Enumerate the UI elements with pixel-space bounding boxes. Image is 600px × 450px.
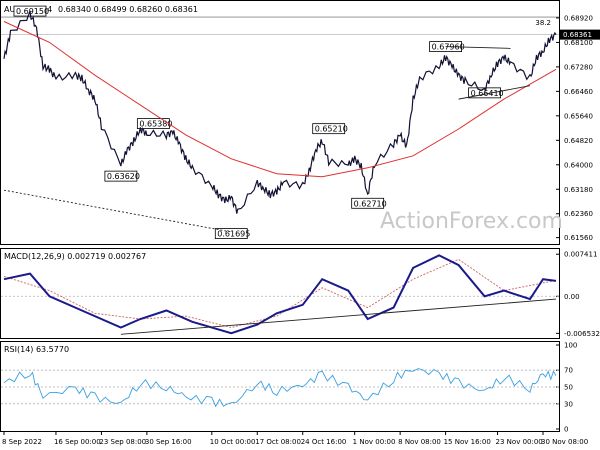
x-tick-label: 10 Oct 00:00 [210,438,256,446]
price-panel: AUDUSD,H4 0.68340 0.68499 0.68260 0.6836… [0,0,600,245]
current-price-box: 0.68361 [560,29,600,40]
price-y-axis: 0.68920 0.68100 0.67280 0.66460 0.65640 0.648… [556,14,593,242]
y-tick-label: 70 [564,367,573,375]
price-label-box [351,197,385,209]
y-tick-label: 0.64000 [564,161,593,169]
trendline [445,46,511,49]
price-label: 0.63620 [107,172,140,181]
rsi-panel-title: RSI(14) 63.5770 [4,345,69,354]
y-tick-label: 0.68920 [564,14,593,22]
y-tick-label: 0.66460 [564,88,593,96]
y-tick-label: 0.65640 [564,112,593,120]
rsi-y-axis: 100 70 50 30 0 [1,342,577,434]
x-tick-label: 24 Oct 16:00 [301,438,347,446]
x-tick-label: 23 Sep 08:00 [99,438,146,446]
rsi-series [3,368,557,408]
y-tick-label: 0.67280 [564,63,593,71]
macd-series [3,254,557,335]
price-series [1,10,559,233]
moving-average-line [3,21,557,178]
x-tick-label: 30 Nov 08:00 [541,438,588,446]
x-tick-label: 16 Sep 00:00 [54,438,101,446]
macd-panel-title: MACD(12,26,9) 0.002719 0.002767 [4,252,146,261]
ohlc-values: 0.68340 0.68499 0.68260 0.68361 [58,5,198,14]
watermark: ActionForex.com [380,209,563,234]
price-label: 0.65380 [139,120,172,129]
macd-y-axis: 0.007411 0.00 -0.006532 [1,251,600,338]
price-label: 0.65210 [315,125,348,134]
y-tick-label: 0.63180 [564,186,593,194]
trendline [458,85,531,100]
macd-panel: MACD(12,26,9) 0.002719 0.002767 0.007411… [0,248,600,339]
y-tick-label: 0.68100 [564,39,593,47]
fib-level-label: 38.2 [535,19,551,27]
y-tick-label: 30 [564,400,573,408]
price-label-box [312,123,346,135]
y-tick-label: 50 [564,384,573,392]
current-price-label: 0.68361 [563,31,592,39]
y-tick-label: -0.006532 [564,330,600,338]
price-label: 0.61695 [217,230,250,239]
price-label: 0.62710 [354,199,387,208]
y-tick-label: 0.62360 [564,210,593,218]
x-tick-label: 8 Nov 08:00 [398,438,441,446]
y-tick-label: 0.64820 [564,137,593,145]
y-tick-label: 0.61560 [564,234,593,242]
x-tick-label: 23 Nov 00:00 [496,438,543,446]
macd-signal-line [3,258,557,328]
x-tick-label: 8 Sep 2022 [2,438,42,446]
y-tick-label: 100 [564,342,577,350]
x-tick-label: 1 Nov 00:00 [353,438,396,446]
macd-line [3,254,557,335]
macd-trendline [120,298,557,335]
price-label-box [214,228,248,239]
rsi-line [3,368,557,408]
y-tick-label: 0.007411 [564,251,597,259]
trendline [3,189,232,233]
y-tick-label: 0 [564,426,568,434]
price-label: 0.69150 [16,7,49,16]
price-line [3,10,557,214]
rsi-panel: RSI(14) 63.5770 100 70 50 30 0 [0,341,577,434]
x-tick-label: 17 Oct 08:00 [255,438,301,446]
x-tick-label: 30 Sep 16:00 [145,438,192,446]
y-tick-label: 0.00 [564,293,580,301]
price-label-box [104,170,138,182]
x-tick-label: 15 Nov 16:00 [444,438,491,446]
